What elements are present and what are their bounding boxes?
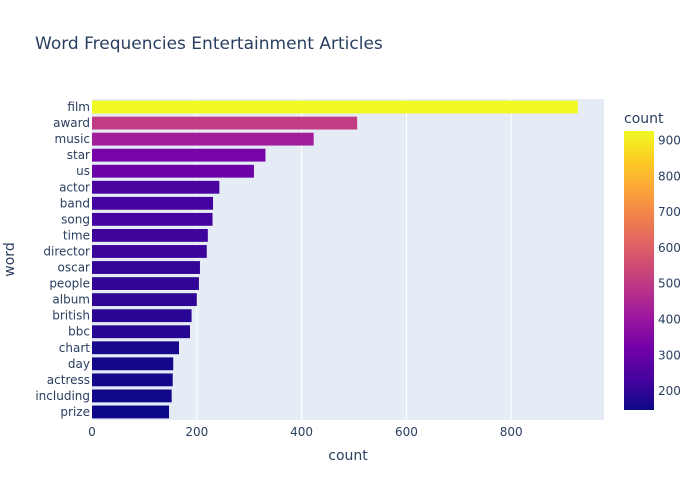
y-tick-label: time — [63, 228, 90, 242]
y-axis-title: word — [2, 242, 18, 276]
bar-people — [92, 277, 199, 290]
y-tick-label: director — [43, 244, 90, 258]
bar-music — [92, 132, 314, 146]
bar-actress — [92, 373, 173, 387]
colorbar-tick-label: 900 — [658, 134, 681, 148]
bar-including — [92, 389, 172, 403]
x-tick-labels: 0 200 400 600 800 — [88, 425, 523, 439]
bar-star — [92, 148, 266, 162]
bar-prize — [92, 405, 170, 419]
y-tick-label: award — [53, 116, 90, 130]
y-tick-label: day — [68, 357, 90, 371]
bars — [92, 100, 578, 419]
y-tick-label: actress — [47, 373, 90, 387]
y-tick-labels: film award music star us actor band song time dir… — [35, 100, 90, 419]
bar-actor — [92, 180, 220, 194]
colorbar-tick-label: 400 — [658, 313, 681, 327]
y-tick-label: including — [35, 389, 90, 403]
bar-album — [92, 293, 197, 307]
bar-time — [92, 229, 208, 242]
colorbar-tick-label: 800 — [658, 169, 681, 183]
bar-chart — [92, 341, 179, 355]
y-tick-label: bbc — [68, 325, 90, 339]
colorbar-scale — [624, 131, 654, 410]
bar-film — [92, 100, 578, 114]
bar-us — [92, 164, 254, 178]
y-tick-label: band — [60, 196, 90, 210]
y-tick-label: chart — [59, 341, 90, 355]
x-axis-title: count — [328, 448, 368, 464]
y-tick-label: us — [76, 164, 90, 178]
x-tick-label: 600 — [395, 425, 418, 439]
bar-british — [92, 309, 192, 323]
y-tick-label: album — [52, 293, 90, 307]
bar-bbc — [92, 325, 190, 339]
colorbar-tick-label: 600 — [658, 241, 681, 255]
colorbar-tick-label: 200 — [658, 384, 681, 398]
plot-area — [92, 99, 604, 420]
bar-song — [92, 212, 213, 226]
y-tick-label: people — [49, 277, 90, 291]
colorbar-tick-label: 700 — [658, 205, 681, 219]
x-tick-label: 200 — [185, 425, 208, 439]
bar-band — [92, 196, 214, 210]
colorbar-tick-labels: 200 300 400 500 600 700 800 900 — [658, 134, 681, 398]
y-tick-label: british — [52, 309, 90, 323]
colorbar-title: count — [624, 111, 664, 127]
bar-day — [92, 357, 174, 371]
x-tick-label: 800 — [500, 425, 523, 439]
bar-award — [92, 116, 358, 130]
y-tick-label: star — [67, 148, 90, 162]
y-tick-label: song — [61, 212, 90, 226]
y-tick-label: music — [55, 132, 90, 146]
x-tick-label: 400 — [290, 425, 313, 439]
colorbar-tick-label: 300 — [658, 348, 681, 362]
y-tick-label: oscar — [58, 261, 91, 275]
y-tick-label: film — [67, 100, 90, 114]
bar-director — [92, 245, 207, 258]
y-tick-label: actor — [59, 180, 90, 194]
y-tick-label: prize — [60, 405, 90, 419]
colorbar-tick-label: 500 — [658, 277, 681, 291]
x-tick-label: 0 — [88, 425, 96, 439]
colorbar: count 200 300 400 500 600 700 800 900 — [624, 111, 681, 410]
bar-oscar — [92, 261, 200, 274]
chart-title: Word Frequencies Entertainment Articles — [35, 34, 383, 54]
